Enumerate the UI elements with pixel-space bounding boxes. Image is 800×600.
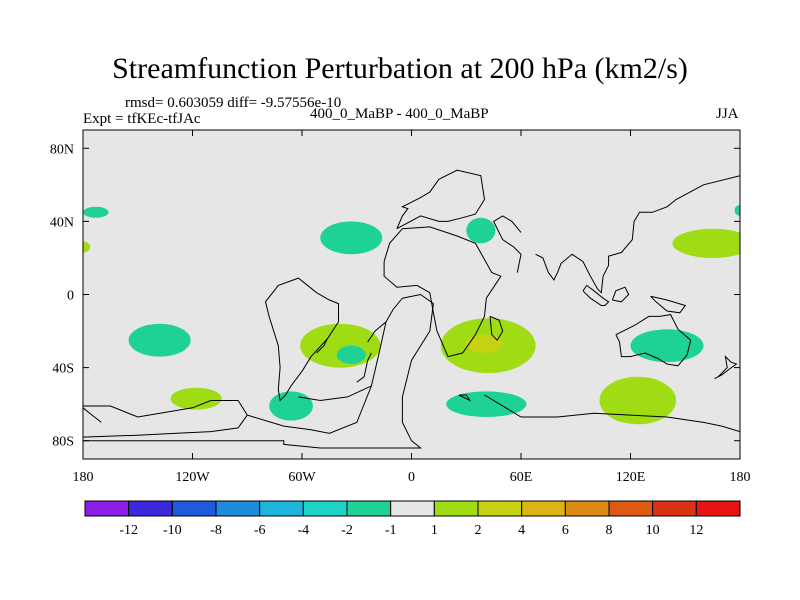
colorbar-label: -6 [254,523,266,538]
coastline-9 [714,355,738,380]
coastline-8 [650,295,687,314]
colorbar-label: -8 [210,523,222,538]
coastline-10 [83,407,102,423]
coastline-11 [83,414,248,438]
contour-region-2 [320,221,383,255]
contour-region-3 [466,217,496,244]
x-tick-label: 180 [730,470,751,485]
colorbar-swatch-11 [564,500,610,517]
coastline-4 [535,175,740,294]
x-tick-label: 180 [73,470,94,485]
y-tick-label: 0 [67,289,74,304]
colorbar-swatch-1 [128,500,173,517]
x-tick-label: 120W [175,470,210,485]
coastline-0 [83,293,434,449]
colorbar-swatch-8 [433,500,479,517]
colorbar-label: -2 [341,523,353,538]
colorbar-swatch-4 [259,500,304,517]
colorbar-label: -10 [163,523,182,538]
contour-region-13 [269,391,313,421]
coastline-19 [492,215,522,273]
colorbar-swatch-13 [652,500,697,517]
x-tick-label: 60W [288,470,316,485]
colorbar-swatch-5 [302,500,348,517]
coastline-5 [615,314,692,367]
case-label: 400_0_MaBP - 400_0_MaBP [310,106,489,122]
colorbar-label: -1 [385,523,397,538]
coastline-2 [383,226,502,358]
colorbar-label: 12 [689,523,703,538]
contour-region-6 [128,323,191,357]
contour-region-14 [446,391,527,417]
y-tick-label: 40S [52,362,74,377]
x-tick-label: 60E [510,470,533,485]
coastline-6 [582,284,610,306]
contour-region-0 [83,206,109,218]
contour-region-7 [300,323,381,368]
colorbar-swatch-0 [84,500,130,517]
x-tick-label: 120E [616,470,646,485]
contour-region-10 [466,334,503,353]
colorbar-label: 10 [646,523,660,538]
coastline-1 [264,277,339,402]
contour-region-1 [83,241,91,253]
y-tick-label: 80S [52,435,74,450]
contour-region-12 [170,387,222,410]
colorbar-label: 1 [431,523,438,538]
coastline-13 [316,338,329,354]
colorbar-swatch-2 [171,500,217,517]
chart-title: Streamfunction Perturbation at 200 hPa (… [112,52,688,85]
y-tick-label: 80N [50,142,74,157]
colorbar-label: -4 [297,523,309,538]
colorbar-swatch-9 [477,500,523,517]
colorbar-label: -12 [119,523,138,538]
colorbar: -12 -10 -8 -6 -4 -2 -1 1 2 4 6 8 10 12 [84,500,741,538]
stats-label: rmsd= 0.603059 diff= -9.57556e-10 [125,95,342,111]
coastline-14 [367,321,387,343]
colorbar-label: 8 [606,523,613,538]
contour-region-15 [599,376,677,425]
y-tick-label: 40N [50,215,74,230]
contour-region-11 [630,329,704,363]
colorbar-swatch-6 [346,500,392,517]
coastline-7 [611,286,630,303]
coastline-15 [356,352,372,383]
colorbar-label: 2 [475,523,482,538]
coastline-16 [298,385,372,402]
colorbar-swatch-10 [521,500,566,517]
coastline-12 [484,394,740,433]
colorbar-swatch-12 [608,500,654,517]
colorbar-swatch-14 [695,500,741,517]
colorbar-label: 4 [518,523,525,538]
colorbar-swatch-3 [215,500,261,517]
coastline-3 [396,169,486,230]
contour-region-4 [672,228,740,258]
coastline-18 [458,394,472,402]
colorbar-label: 6 [562,523,569,538]
season-label: JJA [716,106,739,122]
contour-region-5 [734,204,740,216]
colorbar-swatch-7 [390,500,435,517]
coastline-17 [489,315,504,342]
x-tick-label: 0 [408,470,415,485]
contour-region-8 [336,345,366,364]
expt-label: Expt = tfKEc-tfJAc [83,111,201,127]
